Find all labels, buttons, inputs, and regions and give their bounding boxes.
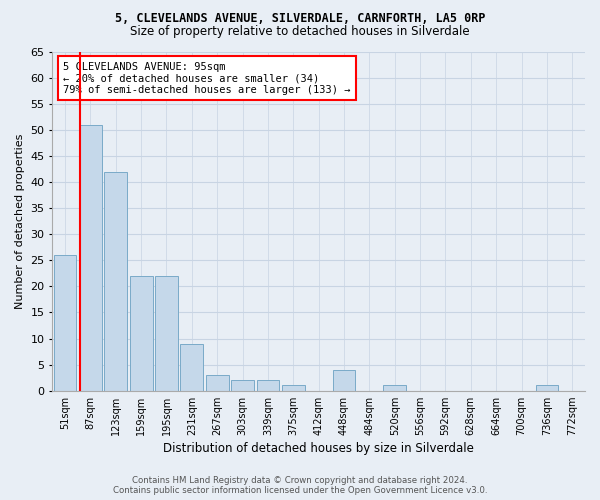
Bar	[53, 255, 76, 390]
Text: Size of property relative to detached houses in Silverdale: Size of property relative to detached ho…	[130, 25, 470, 38]
Bar	[536, 386, 559, 390]
Bar	[257, 380, 280, 390]
Bar	[332, 370, 355, 390]
X-axis label: Distribution of detached houses by size in Silverdale: Distribution of detached houses by size …	[163, 442, 474, 455]
Bar	[79, 124, 102, 390]
Bar	[206, 375, 229, 390]
Bar	[282, 386, 305, 390]
Y-axis label: Number of detached properties: Number of detached properties	[15, 134, 25, 309]
Bar	[155, 276, 178, 390]
Text: 5 CLEVELANDS AVENUE: 95sqm
← 20% of detached houses are smaller (34)
79% of semi: 5 CLEVELANDS AVENUE: 95sqm ← 20% of deta…	[63, 62, 350, 95]
Bar	[104, 172, 127, 390]
Bar	[181, 344, 203, 390]
Text: 5, CLEVELANDS AVENUE, SILVERDALE, CARNFORTH, LA5 0RP: 5, CLEVELANDS AVENUE, SILVERDALE, CARNFO…	[115, 12, 485, 26]
Text: Contains HM Land Registry data © Crown copyright and database right 2024.
Contai: Contains HM Land Registry data © Crown c…	[113, 476, 487, 495]
Bar	[383, 386, 406, 390]
Bar	[231, 380, 254, 390]
Bar	[130, 276, 152, 390]
